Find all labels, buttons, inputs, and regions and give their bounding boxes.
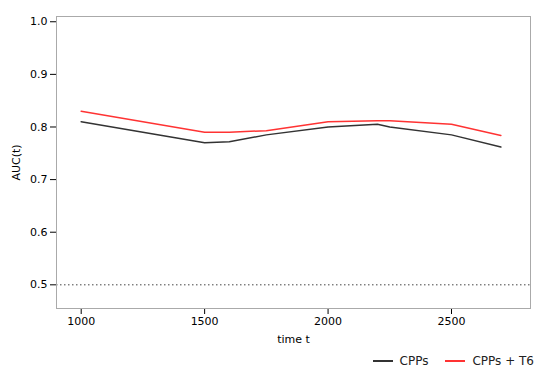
svg-text:2500: 2500: [438, 315, 466, 328]
svg-text:0.8: 0.8: [30, 121, 48, 134]
svg-text:0.5: 0.5: [30, 278, 48, 291]
svg-text:2000: 2000: [314, 315, 342, 328]
svg-text:1000: 1000: [67, 315, 95, 328]
svg-text:1500: 1500: [191, 315, 219, 328]
html-text:CPPs + T6: CPPs + T6: [472, 354, 534, 368]
html-text:CPPs: CPPs: [399, 354, 429, 368]
svg-text:1.0: 1.0: [30, 15, 48, 28]
svg-text:time t: time t: [277, 333, 310, 346]
svg-text:0.7: 0.7: [30, 173, 48, 186]
svg-text:AUC(t): AUC(t): [10, 144, 23, 180]
svg-text:0.6: 0.6: [30, 226, 48, 239]
svg-text:0.9: 0.9: [30, 68, 48, 81]
